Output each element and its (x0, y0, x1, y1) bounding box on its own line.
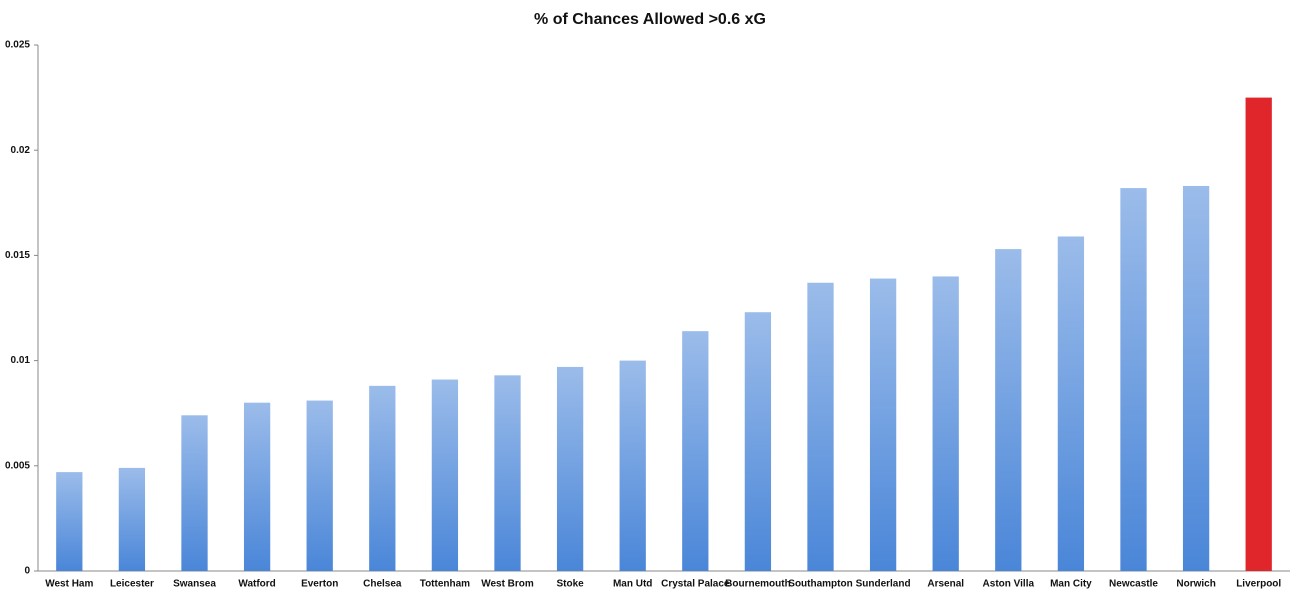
bar (1120, 188, 1147, 571)
x-tick-label: Aston Villa (983, 579, 1035, 590)
chart-title: % of Chances Allowed >0.6 xG (534, 11, 766, 28)
bar (869, 278, 897, 571)
bar (1057, 236, 1085, 572)
y-tick-label: 0.02 (11, 145, 31, 156)
bar (995, 249, 1022, 571)
bar (494, 375, 521, 571)
y-tick-label: 0.01 (11, 355, 31, 366)
bar (682, 331, 709, 571)
y-tick-label: 0.025 (5, 40, 30, 51)
bar (431, 379, 459, 571)
bar (306, 400, 333, 571)
x-tick-label: Arsenal (927, 579, 964, 590)
x-tick-label: West Brom (481, 579, 534, 590)
bar (56, 472, 83, 571)
y-tick-label: 0 (24, 566, 30, 577)
x-tick-label: Norwich (1176, 579, 1215, 590)
bar (181, 415, 208, 571)
bar (807, 282, 834, 571)
x-tick-label: Tottenham (420, 579, 470, 590)
x-tick-label: Stoke (556, 579, 584, 590)
x-tick-label: Newcastle (1109, 579, 1158, 590)
x-tick-label: Leicester (110, 579, 154, 590)
x-tick-label: Chelsea (363, 579, 402, 590)
bar (369, 385, 396, 571)
bar (744, 312, 772, 571)
x-tick-label: Swansea (173, 579, 216, 590)
y-tick-label: 0.005 (5, 460, 30, 471)
bar (118, 467, 146, 571)
x-tick-label: Man City (1050, 579, 1092, 590)
x-tick-label: Everton (301, 579, 338, 590)
x-tick-label: Sunderland (856, 579, 911, 590)
y-tick-label: 0.015 (5, 250, 30, 261)
x-tick-label: Man Utd (613, 579, 652, 590)
bar (556, 366, 584, 571)
x-tick-label: West Ham (45, 579, 93, 590)
bar (243, 402, 271, 571)
x-tick-label: Crystal Palace (661, 579, 730, 590)
bar (1245, 97, 1272, 571)
bar (1182, 185, 1210, 571)
x-tick-label: Watford (238, 579, 275, 590)
x-tick-label: Bournemouth (725, 579, 791, 590)
bar (619, 360, 646, 571)
bar (932, 276, 959, 571)
x-tick-label: Southampton (788, 579, 852, 590)
x-tick-label: Liverpool (1236, 579, 1281, 590)
